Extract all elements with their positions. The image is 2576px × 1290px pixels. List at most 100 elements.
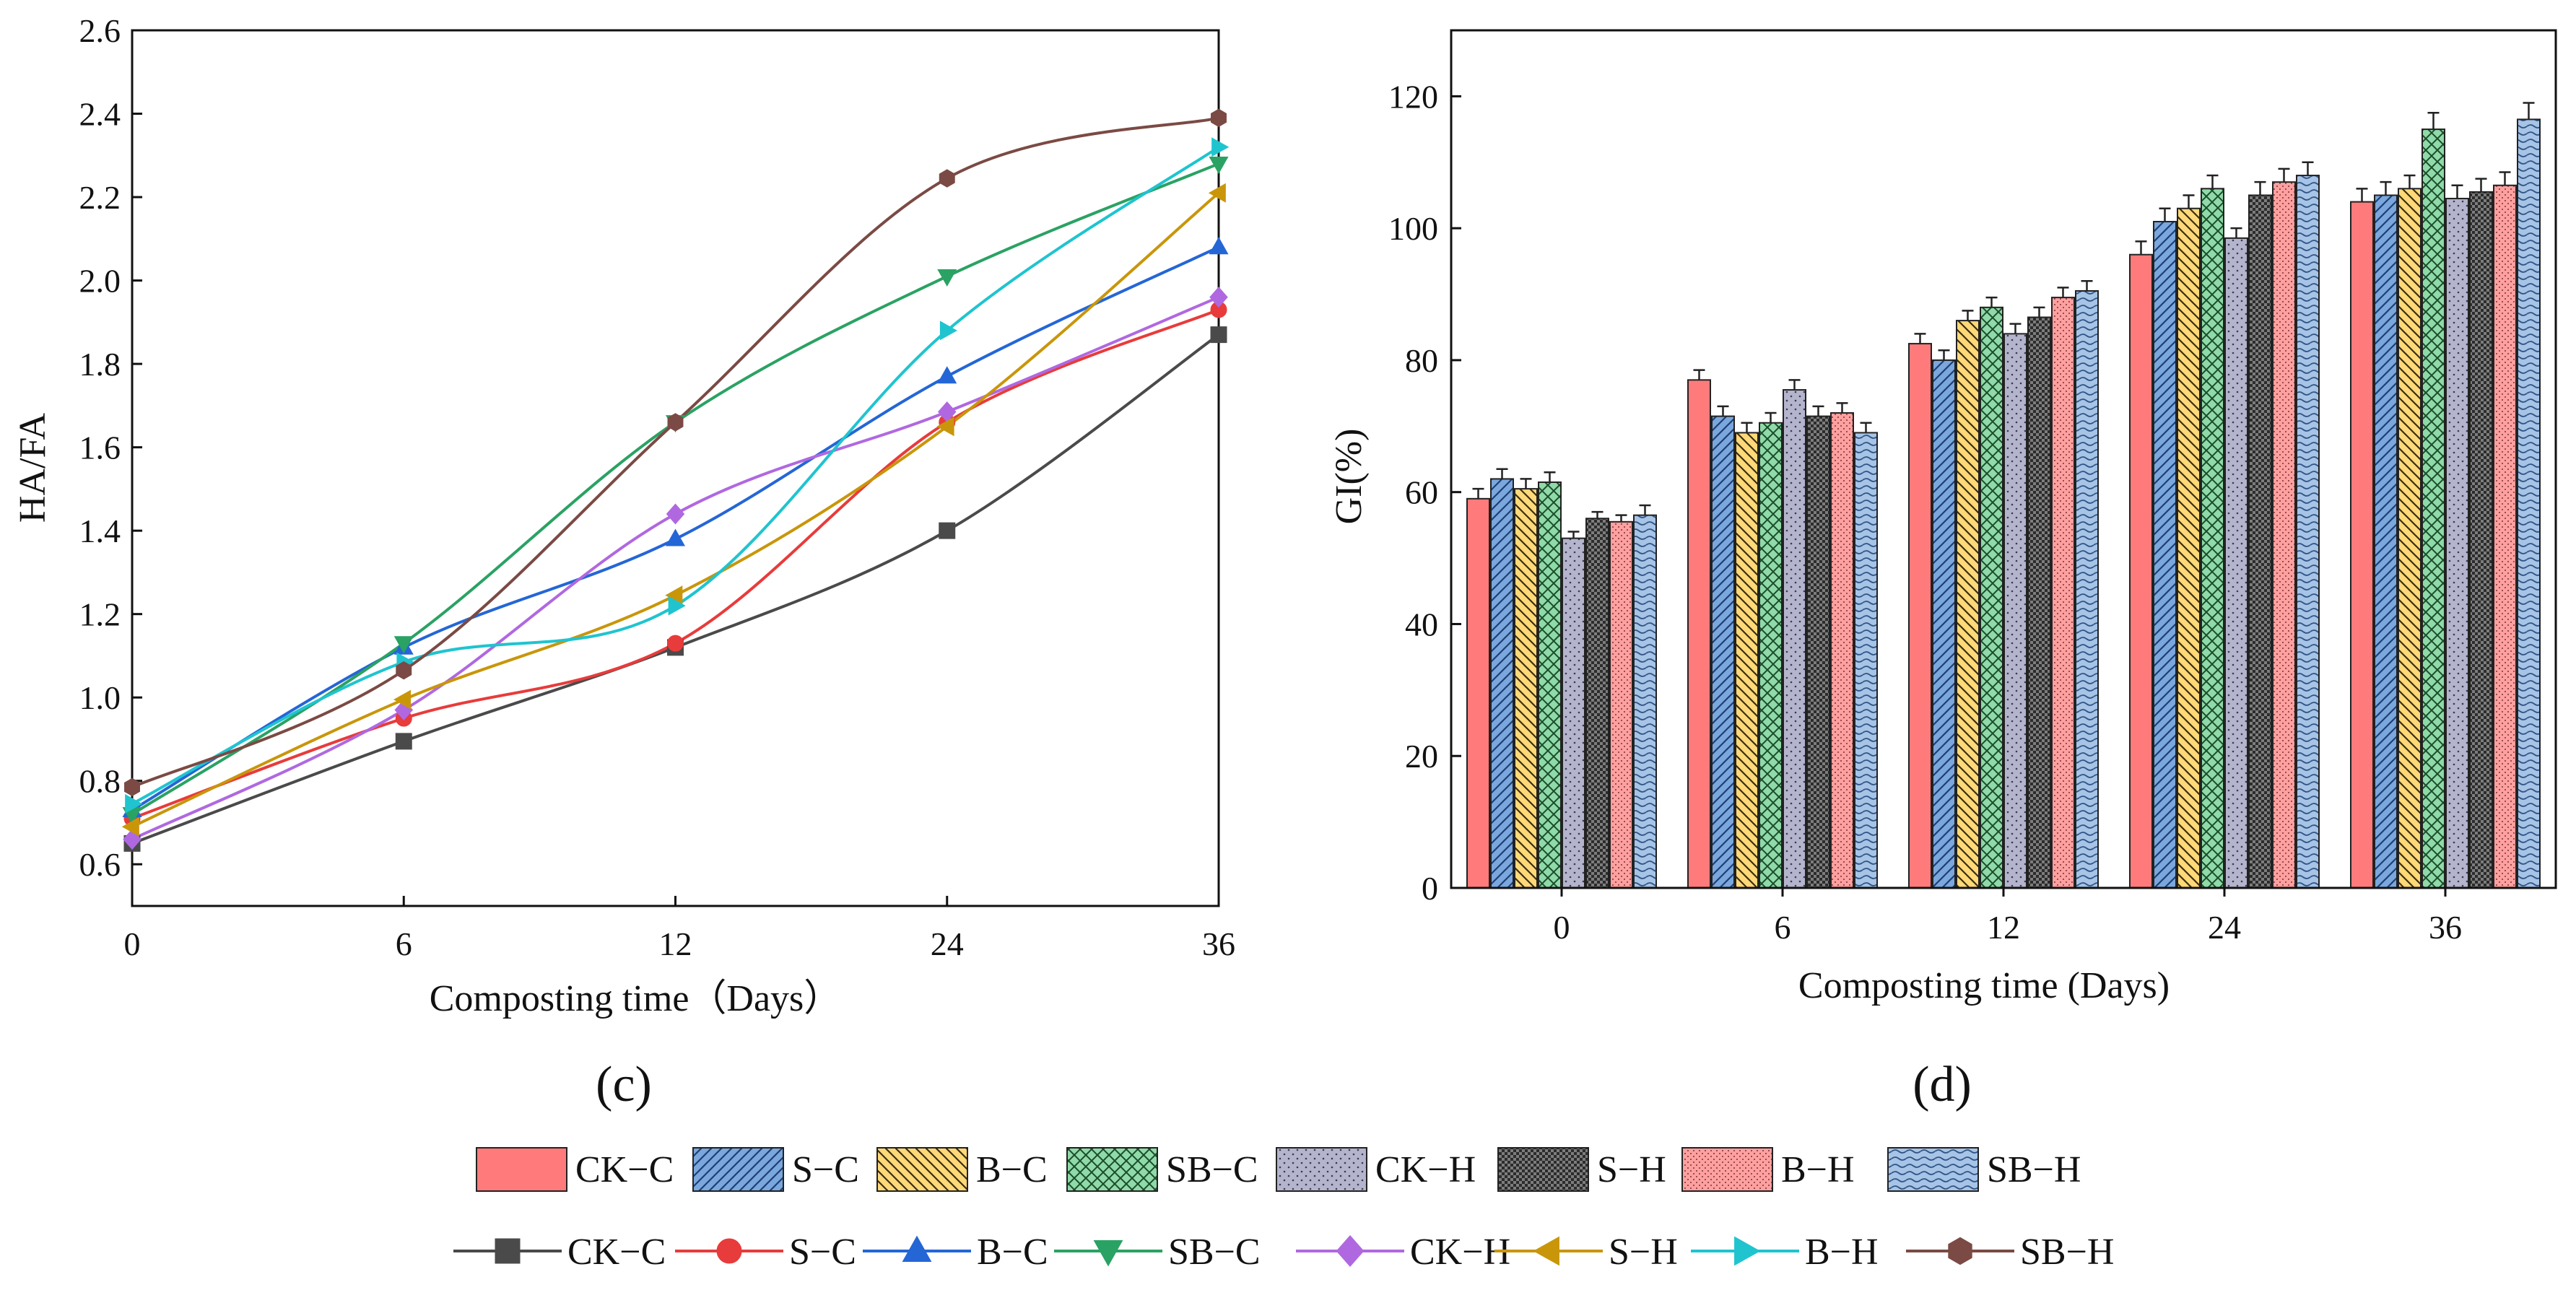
x-tick-label-c: 0 [124,925,141,962]
y-axis-c: 0.6 0.8 1.0 1.2 1.4 1.6 1.8 2.0 2.2 2.4 2.6 [79,12,142,883]
bar-1-1 [1711,415,1735,889]
error-bar-4-2 [2009,323,2022,334]
error-bar-1-0 [1496,468,1508,479]
data-point-6-2 [668,596,686,616]
error-bar-5-0 [1591,510,1604,519]
line-legend-label: CK−C [567,1232,666,1273]
bar-5-4 [2469,191,2493,889]
bar-legend-label: SB−H [1987,1149,2081,1190]
line-legend-label: SB−H [2020,1232,2114,1273]
error-bar-6-3 [2278,167,2290,183]
bar-2-2 [1956,320,1980,889]
error-bar-5-3 [2254,180,2266,196]
y-tick-label-c: 1.6 [79,430,121,466]
data-point-6-3 [939,321,957,341]
bar-4-3 [2224,237,2248,889]
y-tick-label-d: 120 [1388,78,1438,115]
error-bar-0-2 [1914,333,1926,344]
bar-2-1 [1735,432,1759,889]
bar-legend-swatch [1887,1147,1979,1192]
error-bar-6-2 [2057,287,2069,298]
error-bar-1-2 [1938,349,1950,360]
error-bar-4-3 [2230,227,2242,238]
bar-legend-label: B−H [1781,1149,1855,1190]
data-point-7-2 [667,413,684,432]
x-axis-c: 0 6 12 24 36 [124,896,1235,962]
error-bar-3-0 [1544,471,1556,482]
data-point-5-4 [1208,183,1226,203]
bar-7-2 [2075,289,2099,889]
line-legend-marker [1533,1236,1559,1266]
error-bar-7-2 [2081,280,2093,291]
x-tick-label-d: 24 [2208,909,2241,946]
bar-1-2 [1932,359,1956,889]
x-tick-label-d: 36 [2429,909,2462,946]
bar-legend-swatch [1066,1147,1158,1192]
data-point-4-4 [1209,287,1228,308]
data-point-2-3 [937,366,957,384]
panel-label-c: (c) [596,1057,652,1112]
error-bar-2-4 [2403,174,2416,189]
data-point-2-4 [1209,237,1229,255]
y-tick-label-d: 20 [1405,738,1438,775]
y-axis-label-c: HA/FA [12,412,53,523]
hafa-line-chart: 0.6 0.8 1.0 1.2 1.4 1.6 1.8 2.0 2.2 2.4 2.6 0 6 12 24… [12,12,1235,1112]
data-point-0-3 [939,522,956,539]
error-bar-2-1 [1741,422,1753,433]
y-tick-label-c: 2.0 [79,263,121,300]
data-point-5-1 [393,689,412,710]
bar-legend-swatch [1681,1147,1773,1192]
error-bar-6-1 [1836,402,1848,414]
error-bar-5-1 [1812,405,1824,417]
bar-4-4 [2445,198,2469,889]
error-bar-4-1 [1788,379,1801,391]
bar-4-1 [1783,389,1806,889]
bar-1-3 [2153,221,2177,889]
error-bar-3-4 [2427,111,2440,130]
error-bar-7-0 [1639,504,1651,515]
y-tick-label-d: 40 [1405,606,1438,642]
error-bars-group [1472,102,2535,539]
bar-6-2 [2051,297,2075,889]
data-point-7-4 [1211,108,1227,127]
y-tick-label-d: 80 [1405,342,1438,379]
y-tick-label-c: 0.6 [79,846,121,883]
bar-legend-swatch [476,1147,567,1192]
y-tick-label-d: 0 [1422,870,1438,907]
data-point-1-2 [666,635,684,652]
y-tick-label-c: 2.2 [79,179,121,216]
bar-legend-label: S−H [1597,1149,1666,1190]
data-point-7-1 [396,661,412,680]
line-legend-label: B−H [1805,1232,1879,1273]
error-bar-3-3 [2206,174,2219,189]
bar-0-1 [1687,379,1711,889]
data-point-0-4 [1210,326,1227,344]
y-tick-label-d: 100 [1388,210,1438,247]
bar-0-2 [1908,343,1932,889]
bar-5-3 [2248,194,2272,889]
x-tick-label-d: 6 [1775,909,1791,946]
line-legend-label: S−H [1609,1232,1678,1273]
bar-1-0 [1490,478,1514,889]
data-point-1-4 [1210,301,1227,318]
error-bar-6-4 [2499,171,2511,186]
y-tick-label-c: 0.8 [79,763,121,800]
line-legend: CK−C S−C B−C SB−C CK−H S−H B−H SB−H [453,1232,2114,1273]
bar-legend-swatch [876,1147,968,1192]
error-bar-1-3 [2159,207,2171,222]
line-legend-marker [716,1238,742,1264]
x-axis-d: 0 6 12 24 36 [1554,888,2462,946]
x-tick-label-d: 0 [1554,909,1570,946]
bar-legend-swatch [1276,1147,1367,1192]
data-point-4-2 [666,503,685,525]
line-legend-marker [1948,1237,1972,1265]
data-point-0-1 [395,733,412,750]
plot-frame-c [131,29,1220,907]
series-line-7 [131,116,1219,789]
bar-7-3 [2296,175,2320,889]
error-bar-5-4 [2475,178,2487,192]
series-line-6 [131,146,1220,806]
x-tick-label-c: 12 [659,925,692,962]
data-point-5-0 [121,816,139,837]
line-legend-label: B−C [977,1232,1048,1273]
